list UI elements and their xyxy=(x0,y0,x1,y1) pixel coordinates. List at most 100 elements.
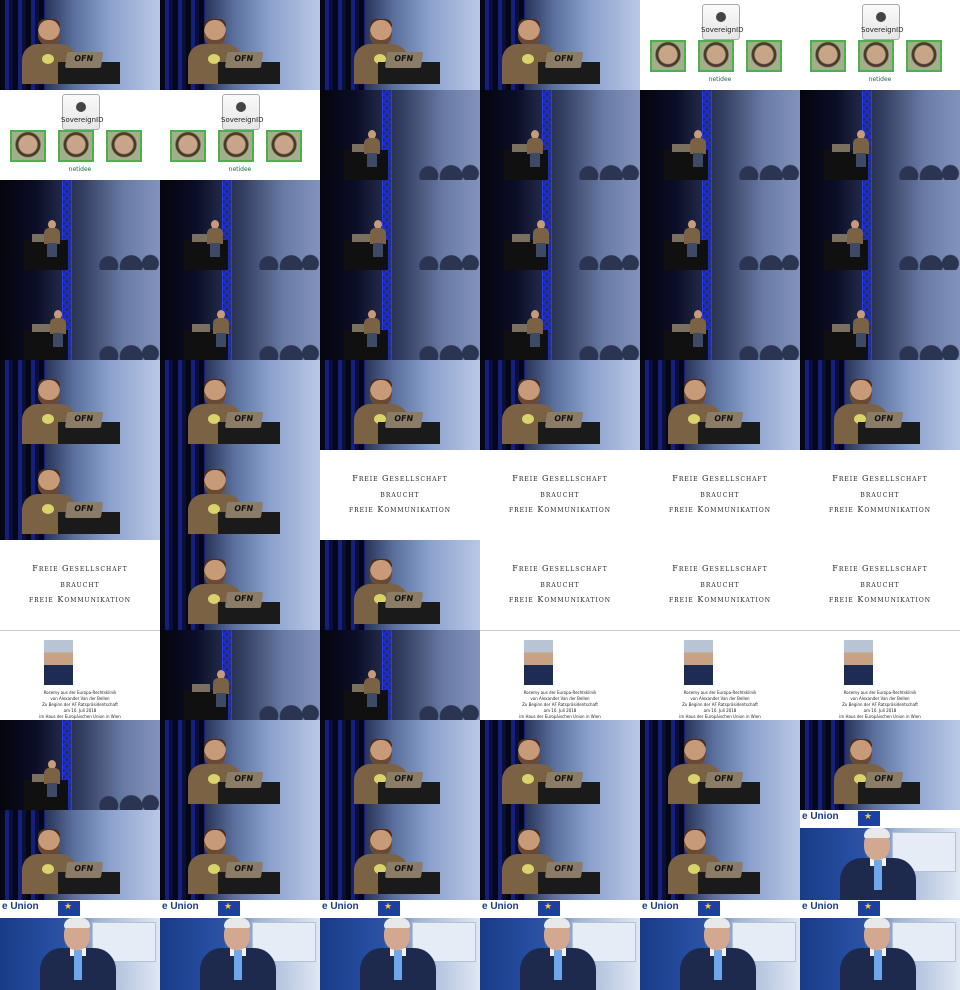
sovereignid-logo-box: SovereignID xyxy=(61,94,104,130)
speaker-figure xyxy=(40,918,116,990)
legs xyxy=(856,333,866,347)
thumbnail-close: OFN xyxy=(160,0,320,90)
thumbnail-sov: SovereignID netidee xyxy=(640,0,800,90)
head xyxy=(204,470,226,496)
legs xyxy=(367,153,377,167)
portrait-photo xyxy=(44,640,73,685)
slide-line-3: freie Kommunikation xyxy=(509,505,611,514)
head xyxy=(48,760,56,769)
legs xyxy=(693,333,703,347)
shirt-logo xyxy=(42,54,54,64)
shirt-logo xyxy=(374,594,386,604)
laptop: OFN xyxy=(224,862,264,878)
head xyxy=(370,20,392,46)
eu-banner: e Union xyxy=(800,810,960,828)
head xyxy=(368,130,376,139)
stage-truss xyxy=(62,180,72,270)
head xyxy=(518,740,540,766)
audience-silhouettes xyxy=(416,158,480,180)
slide-line-2: braucht xyxy=(60,580,100,589)
thumbnail-wide xyxy=(0,270,160,360)
laptop: OFN xyxy=(544,862,584,878)
banner-text: e Union xyxy=(482,901,519,912)
thumbnail-eu: e Union xyxy=(160,900,320,990)
audience-silhouettes xyxy=(96,248,160,270)
head xyxy=(518,20,540,46)
eu-banner: e Union xyxy=(320,900,480,918)
audience-silhouettes xyxy=(896,158,960,180)
sovereignid-title: SovereignID xyxy=(701,26,744,34)
caption-line-1: Rosemy aus der Europa-Rechtsklinik xyxy=(43,690,117,695)
sponsor-logo-text: netidee xyxy=(868,76,892,83)
audience-silhouettes xyxy=(96,788,160,810)
head xyxy=(38,380,60,406)
caption-line-5: im Haus der Europäischen Union in Wien xyxy=(519,714,601,719)
tie xyxy=(874,950,882,980)
body xyxy=(370,228,386,244)
stage-truss xyxy=(542,90,552,180)
body xyxy=(44,228,60,244)
hair xyxy=(704,918,730,928)
laptop: OFN xyxy=(864,412,904,428)
laptop xyxy=(192,684,210,692)
lectern xyxy=(664,240,708,270)
laptop: OFN xyxy=(384,772,424,788)
thumbnail-close: OFN xyxy=(320,360,480,450)
audience-silhouettes xyxy=(576,338,640,360)
body xyxy=(853,318,869,334)
team-photo-1 xyxy=(10,130,46,162)
thumbnail-wide xyxy=(320,270,480,360)
thumbnail-eu: e Union xyxy=(800,900,960,990)
thumbnail-close: OFN xyxy=(320,0,480,90)
head xyxy=(48,220,56,229)
sovereignid-logo-box: SovereignID xyxy=(701,4,744,40)
stage-truss xyxy=(382,180,392,270)
thumbnail-close: OFN xyxy=(160,360,320,450)
slide-line-3: freie Kommunikation xyxy=(509,595,611,604)
network-icon xyxy=(876,12,886,22)
eu-banner: e Union xyxy=(800,900,960,918)
legs xyxy=(47,243,57,257)
thumbnail-wide xyxy=(640,180,800,270)
slide-line-1: Freie Gesellschaft xyxy=(672,564,768,573)
caption-line-2: von Alexander Van der Bellen xyxy=(530,696,590,701)
lectern xyxy=(504,330,548,360)
slide-line-1: Freie Gesellschaft xyxy=(512,474,608,483)
lectern xyxy=(344,690,388,720)
body xyxy=(364,138,380,154)
laptop xyxy=(32,774,50,782)
laptop-sticker: OFN xyxy=(233,414,254,423)
audience-silhouettes xyxy=(896,248,960,270)
banner-text: e Union xyxy=(642,901,679,912)
laptop-sticker: OFN xyxy=(233,774,254,783)
thumbnail-wide xyxy=(800,90,960,180)
sponsor-logo-text: netidee xyxy=(708,76,732,83)
lectern xyxy=(24,780,68,810)
tie xyxy=(394,950,402,980)
shirt-logo xyxy=(688,774,700,784)
body xyxy=(364,678,380,694)
slide-line-2: braucht xyxy=(380,490,420,499)
audience-silhouettes xyxy=(736,158,800,180)
banner-text: e Union xyxy=(322,901,359,912)
speaker-figure xyxy=(840,828,916,900)
lectern xyxy=(504,150,548,180)
thumbnail-close: OFN xyxy=(320,810,480,900)
laptop xyxy=(352,684,370,692)
hair xyxy=(224,918,250,928)
head xyxy=(850,380,872,406)
slide-line-1: Freie Gesellschaft xyxy=(352,474,448,483)
caption-line-5: im Haus der Europäischen Union in Wien xyxy=(39,714,121,719)
hair xyxy=(384,918,410,928)
team-photo-2 xyxy=(58,130,94,162)
legs xyxy=(856,153,866,167)
caption-line-5: im Haus der Europäischen Union in Wien xyxy=(839,714,921,719)
thumbnail-close: OFN xyxy=(160,540,320,630)
laptop-sticker: OFN xyxy=(233,594,254,603)
slide-line-2: braucht xyxy=(700,580,740,589)
team-photo-1 xyxy=(650,40,686,72)
slide-line-3: freie Kommunikation xyxy=(669,505,771,514)
audience-silhouettes xyxy=(256,698,320,720)
laptop-sticker: OFN xyxy=(713,774,734,783)
eu-flag xyxy=(858,811,880,826)
